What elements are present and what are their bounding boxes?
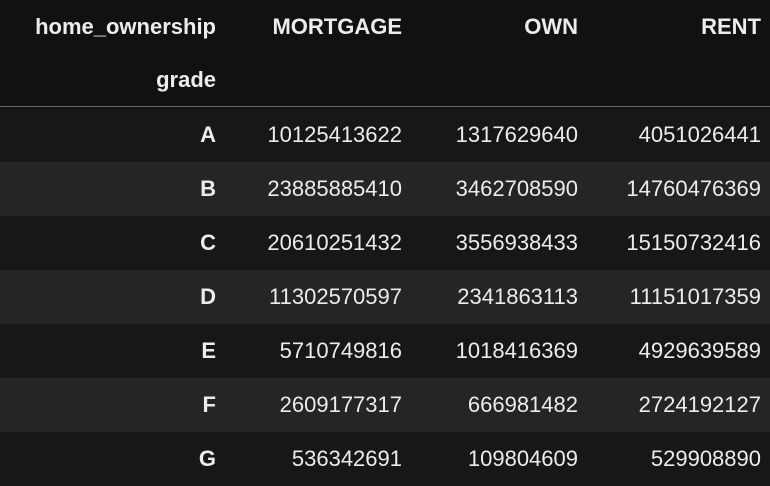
- index-name-label: grade: [156, 67, 216, 92]
- table-row: F 2609177317 666981482 2724192127: [0, 378, 770, 432]
- table-row: C 20610251432 3556938433 15150732416: [0, 216, 770, 270]
- cell-rent: 4051026441: [638, 122, 761, 147]
- cell-mortgage: 11302570597: [269, 284, 402, 309]
- cell-own: 109804609: [467, 446, 578, 471]
- cell-mortgage: 2609177317: [279, 392, 402, 417]
- cell-mortgage: 20610251432: [267, 230, 402, 255]
- table-body: A 10125413622 1317629640 4051026441 B 23…: [0, 108, 770, 486]
- cell-mortgage: 23885885410: [267, 176, 402, 201]
- table-row: B 23885885410 3462708590 14760476369: [0, 162, 770, 216]
- row-index-label: C: [200, 230, 216, 255]
- cell-rent: 4929639589: [638, 338, 761, 363]
- cell-rent: 14760476369: [626, 176, 761, 201]
- table-row: D 11302570597 2341863113 11151017359: [0, 270, 770, 324]
- cell-rent: 2724192127: [638, 392, 761, 417]
- cell-mortgage: 5710749816: [279, 338, 402, 363]
- table-row: A 10125413622 1317629640 4051026441: [0, 108, 770, 162]
- row-index-label: F: [202, 392, 216, 417]
- column-header-own: OWN: [524, 14, 578, 39]
- cell-mortgage: 10125413622: [267, 122, 402, 147]
- column-header-row: home_ownership MORTGAGE OWN RENT: [0, 0, 770, 54]
- cell-own: 2341863113: [457, 284, 578, 309]
- cell-own: 3462708590: [455, 176, 578, 201]
- column-header-rent: RENT: [701, 14, 761, 39]
- row-index-label: G: [198, 446, 216, 471]
- cell-rent: 11151017359: [629, 284, 761, 309]
- cell-own: 3556938433: [455, 230, 578, 255]
- cell-own: 1018416369: [455, 338, 578, 363]
- table-row: G 536342691 109804609 529908890: [0, 432, 770, 486]
- row-index-label: B: [200, 176, 216, 201]
- column-header-mortgage: MORTGAGE: [272, 14, 402, 39]
- cell-rent: 15150732416: [626, 230, 761, 255]
- cell-own: 1317629640: [455, 122, 578, 147]
- cell-own: 666981482: [467, 392, 578, 417]
- table-row: E 5710749816 1018416369 4929639589: [0, 324, 770, 378]
- row-index-label: E: [201, 338, 216, 363]
- columns-name-label: home_ownership: [35, 14, 216, 39]
- cell-mortgage: 536342691: [291, 446, 402, 471]
- row-index-label: D: [200, 284, 216, 309]
- cell-rent: 529908890: [650, 446, 761, 471]
- row-index-label: A: [200, 122, 216, 147]
- index-header-row: grade: [0, 54, 770, 107]
